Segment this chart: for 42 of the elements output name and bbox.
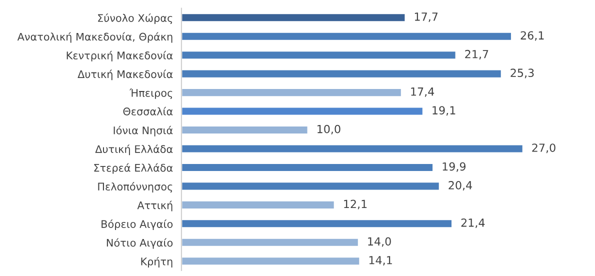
bar xyxy=(181,50,457,60)
y-tick-label: Πελοπόννησος xyxy=(98,182,172,193)
bar xyxy=(181,88,402,98)
data-label: 17,4 xyxy=(411,88,434,97)
data-label: 21,4 xyxy=(461,218,485,228)
y-tick-label: Αττική xyxy=(137,200,172,212)
data-label: 19,9 xyxy=(442,162,466,172)
data-label: 19,1 xyxy=(432,106,456,116)
bar xyxy=(181,181,440,192)
data-label: 17,7 xyxy=(414,12,438,22)
data-label: 26,1 xyxy=(520,31,544,41)
y-tick-label: Κρήτη xyxy=(141,256,172,268)
bar xyxy=(181,256,361,266)
data-label: 14,0 xyxy=(368,237,391,247)
bar xyxy=(181,12,406,23)
y-tick-label: Ήπειρος xyxy=(129,88,172,99)
data-label: 10,0 xyxy=(318,124,340,134)
bar xyxy=(181,200,336,210)
bar xyxy=(181,31,512,42)
bar xyxy=(181,106,424,116)
y-tick-label: Σύνολο Χώρας xyxy=(98,13,172,24)
data-label: 12,1 xyxy=(344,200,367,210)
y-tick-label: Βόρειο Αιγαίο xyxy=(102,219,173,230)
bar xyxy=(181,125,309,135)
y-tick-label: Κεντρική Μακεδονία xyxy=(66,50,173,62)
bar xyxy=(181,68,502,79)
y-tick-label: Νότιο Αιγαίο xyxy=(106,238,173,249)
data-label: 14,1 xyxy=(369,256,392,266)
y-tick-label: Θεσσαλία xyxy=(123,106,173,116)
bar xyxy=(181,162,434,172)
bar xyxy=(181,218,453,229)
bar xyxy=(181,144,524,154)
y-tick-label: Δυτική Μακεδονία xyxy=(78,70,173,80)
y-tick-label: Ανατολική Μακεδονία, Θράκη xyxy=(17,32,172,43)
data-label: 25,3 xyxy=(510,68,534,78)
data-label: 27,0 xyxy=(532,144,556,154)
y-tick-label: Δυτική Ελλάδα xyxy=(95,144,173,156)
data-label: 20,4 xyxy=(448,181,472,191)
data-label: 21,7 xyxy=(465,50,488,60)
y-tick-label: Στερεά Ελλάδα xyxy=(94,163,173,174)
bar xyxy=(181,237,360,248)
y-tick-label: Ιόνια Νησιά xyxy=(114,126,173,136)
